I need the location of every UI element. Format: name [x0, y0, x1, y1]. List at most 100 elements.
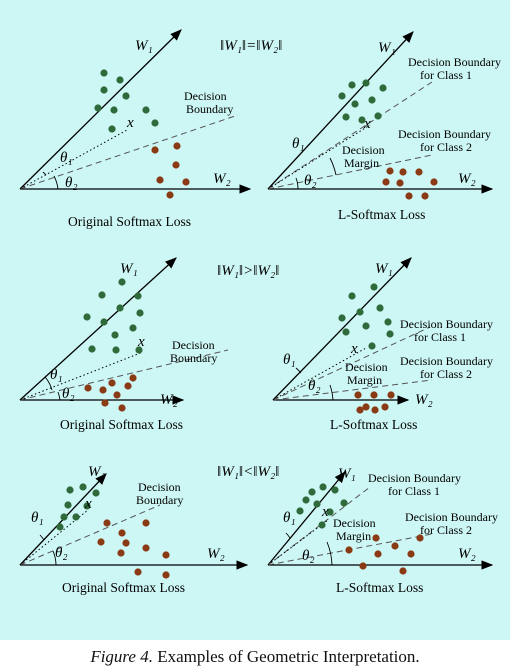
- class1-point: [318, 521, 326, 529]
- class1-point: [368, 96, 376, 104]
- w1-label: W₁: [88, 464, 106, 480]
- class2-point: [387, 391, 395, 399]
- class2-point: [162, 551, 170, 559]
- class1-points: [83, 278, 144, 354]
- class2-point: [362, 403, 370, 411]
- class1-point: [331, 486, 339, 494]
- decision-boundary-label: Decision: [172, 338, 215, 352]
- geometric-interpretation-figure: ‖W₁‖=‖W₂‖ W₁ W₂ x θ₁: [19, 29, 501, 595]
- theta1-label: θ₁: [31, 510, 44, 526]
- class2-point: [84, 384, 92, 392]
- decision-boundary-class1-label: for Class 1: [414, 330, 466, 344]
- decision-boundary-label: Boundary: [186, 102, 233, 116]
- class2-point: [97, 538, 105, 546]
- x-label: x: [321, 504, 329, 520]
- class2-point: [415, 168, 423, 176]
- class2-point: [124, 382, 132, 390]
- decision-boundary-class2-label: for Class 2: [420, 367, 472, 381]
- x-label: x: [84, 496, 92, 512]
- w2-label: W₂: [160, 392, 178, 408]
- class2-points: [97, 519, 170, 579]
- panel-title: L-Softmax Loss: [338, 207, 425, 222]
- norm-label-row1: ‖W₁‖=‖W₂‖: [220, 38, 282, 54]
- panel-title: Original Softmax Loss: [60, 417, 183, 432]
- class1-point: [374, 112, 382, 120]
- theta1-label: θ₁: [60, 150, 73, 166]
- w2-label: W₂: [458, 171, 476, 187]
- class1-point: [384, 318, 392, 326]
- w1-axis: [267, 31, 414, 190]
- class1-point: [340, 499, 348, 507]
- class1-points: [296, 483, 348, 529]
- theta1-label: θ₁: [292, 136, 305, 152]
- class2-point: [172, 161, 180, 169]
- class2-point: [156, 176, 164, 184]
- class1-point: [348, 292, 356, 300]
- x-vector-line: [267, 519, 329, 566]
- class1-point: [56, 523, 64, 531]
- x-label: x: [137, 334, 145, 350]
- decision-margin-label: Margin: [344, 156, 379, 170]
- panel-l-softmax-row3: W₁ W₂ x θ₁ θ₂ Decision Boundary for Clas…: [267, 466, 498, 595]
- decision-boundary-line: [19, 349, 229, 401]
- class2-point: [162, 571, 170, 579]
- class1-point: [376, 304, 384, 312]
- decision-boundary-label: Decision: [138, 480, 181, 494]
- decision-boundary-class1-label: Decision Boundary: [408, 55, 501, 69]
- class2-point: [108, 379, 116, 387]
- class1-point: [111, 331, 119, 339]
- class1-point: [362, 79, 370, 87]
- panel-l-softmax-row1: W₁ W₂ x θ₁ θ₂ Decision Boundary for Clas…: [267, 31, 501, 222]
- w1-axis: [19, 257, 177, 401]
- class1-point: [342, 328, 350, 336]
- w2-label: W₂: [415, 392, 433, 408]
- w1-label: W₁: [375, 261, 393, 277]
- class1-point: [60, 513, 68, 521]
- class1-points: [56, 483, 100, 531]
- class1-point: [338, 314, 346, 322]
- x-vector-line: [19, 351, 144, 401]
- class1-point: [151, 119, 159, 127]
- class2-point: [391, 542, 399, 550]
- panel-original-softmax-row1: W₁ W₂ x θ₁ θ₂ Decision Boundary Original…: [19, 29, 252, 229]
- class1-point: [79, 483, 87, 491]
- theta-arc: [53, 175, 59, 190]
- class1-point: [122, 92, 130, 100]
- class1-point: [112, 346, 120, 354]
- w2-label: W₂: [458, 546, 476, 562]
- class1-point: [370, 283, 378, 291]
- figure-panel: ‖W₁‖=‖W₂‖ W₁ W₂ x θ₁: [0, 0, 510, 640]
- x-label: x: [126, 115, 134, 131]
- class2-point: [430, 178, 438, 186]
- theta1-label: θ₁: [50, 367, 63, 383]
- class1-point: [116, 304, 124, 312]
- class2-point: [142, 544, 150, 552]
- class1-point: [308, 488, 316, 496]
- class2-points: [382, 167, 438, 200]
- decision-margin-label: Margin: [347, 373, 382, 387]
- panel-title: Original Softmax Loss: [62, 580, 185, 595]
- class1-point: [116, 76, 124, 84]
- class2-point: [117, 549, 125, 557]
- theta2-label: θ₂: [304, 173, 317, 189]
- x-vector-line: [19, 129, 128, 190]
- class2-points: [151, 142, 190, 199]
- theta-arc: [295, 177, 299, 190]
- w1-axis: [272, 257, 412, 401]
- class1-point: [362, 322, 370, 330]
- theta2-label: θ₂: [302, 548, 315, 564]
- class2-point: [166, 191, 174, 199]
- class2-point: [345, 546, 353, 554]
- class1-points: [338, 283, 394, 350]
- decision-margin-label: Margin: [336, 529, 371, 543]
- theta1-label: θ₁: [283, 352, 296, 368]
- class2-point: [99, 386, 107, 394]
- panel-title: L-Softmax Loss: [336, 580, 423, 595]
- class2-point: [103, 519, 111, 527]
- class1-point: [100, 86, 108, 94]
- decision-boundary-class1-line: [267, 81, 433, 190]
- decision-boundary-label: Boundary: [136, 493, 183, 507]
- class1-point: [319, 483, 327, 491]
- class1-point: [118, 278, 126, 286]
- class1-point: [129, 324, 137, 332]
